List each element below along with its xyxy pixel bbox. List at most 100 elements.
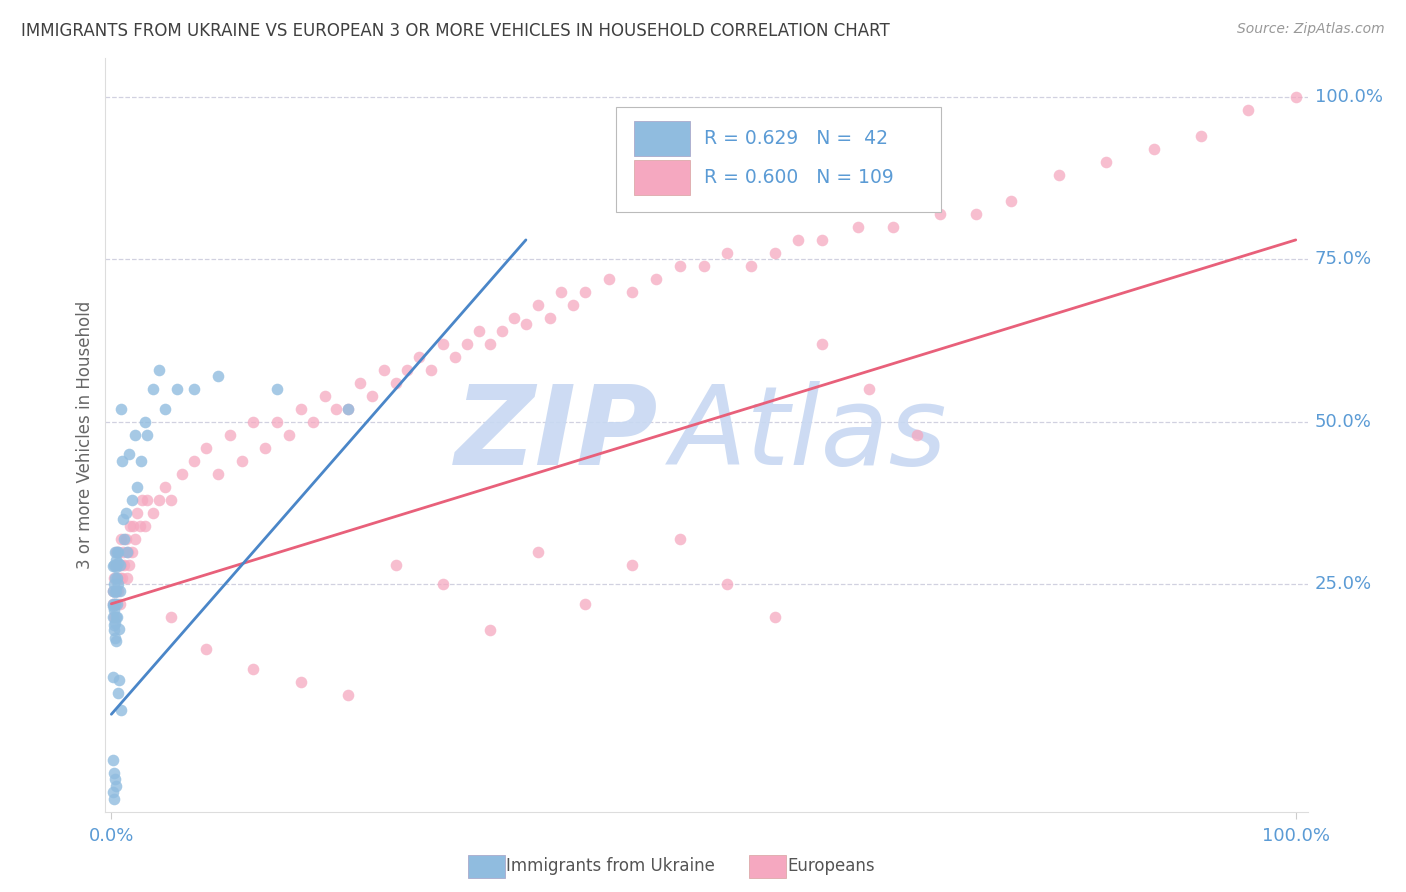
Point bbox=[104, 616, 127, 631]
Point bbox=[266, 415, 288, 429]
Point bbox=[195, 441, 218, 455]
Text: Immigrants from Ukraine: Immigrants from Ukraine bbox=[506, 857, 716, 875]
Point bbox=[112, 532, 135, 546]
Text: Europeans: Europeans bbox=[787, 857, 875, 875]
Point bbox=[103, 791, 125, 805]
Text: 50.0%: 50.0% bbox=[1315, 413, 1371, 431]
Point bbox=[105, 559, 128, 574]
Point bbox=[218, 428, 240, 442]
Point bbox=[183, 454, 205, 468]
Point bbox=[105, 571, 128, 585]
Text: 75.0%: 75.0% bbox=[1315, 251, 1372, 268]
Point bbox=[148, 363, 170, 377]
Point bbox=[117, 545, 139, 559]
Point bbox=[104, 633, 127, 648]
Text: IMMIGRANTS FROM UKRAINE VS EUROPEAN 3 OR MORE VEHICLES IN HOUSEHOLD CORRELATION : IMMIGRANTS FROM UKRAINE VS EUROPEAN 3 OR… bbox=[21, 22, 890, 40]
Point bbox=[692, 259, 714, 273]
Point bbox=[965, 207, 987, 221]
Point bbox=[104, 585, 127, 599]
Point bbox=[515, 318, 537, 332]
Point bbox=[108, 597, 131, 611]
Point bbox=[129, 454, 152, 468]
Point bbox=[110, 558, 132, 572]
Point bbox=[882, 219, 904, 234]
Point bbox=[101, 583, 124, 598]
Point bbox=[103, 577, 125, 591]
Point bbox=[538, 310, 561, 325]
Point bbox=[361, 389, 384, 403]
Point bbox=[115, 545, 138, 559]
Point bbox=[107, 577, 129, 591]
Point bbox=[314, 389, 336, 403]
Point bbox=[503, 310, 526, 325]
Point bbox=[107, 545, 129, 559]
Point bbox=[115, 571, 138, 585]
Point bbox=[108, 673, 131, 687]
Point bbox=[479, 337, 502, 351]
Point bbox=[104, 597, 127, 611]
Point bbox=[124, 532, 146, 546]
Point bbox=[148, 492, 170, 507]
Point bbox=[105, 609, 128, 624]
Point bbox=[550, 285, 572, 299]
Point bbox=[598, 272, 620, 286]
Point bbox=[107, 583, 129, 598]
Point bbox=[128, 518, 150, 533]
Point bbox=[669, 259, 692, 273]
Text: 25.0%: 25.0% bbox=[1315, 575, 1372, 593]
Point bbox=[787, 233, 810, 247]
Point bbox=[159, 609, 181, 624]
Point bbox=[172, 467, 194, 481]
Point bbox=[112, 512, 135, 526]
Point bbox=[105, 558, 128, 572]
Point bbox=[101, 670, 124, 684]
Point bbox=[121, 492, 143, 507]
Point bbox=[526, 545, 548, 559]
Point bbox=[103, 571, 125, 585]
Point bbox=[124, 428, 146, 442]
Point bbox=[114, 532, 136, 546]
Point bbox=[479, 623, 502, 637]
Point bbox=[104, 558, 127, 572]
Point bbox=[153, 401, 176, 416]
Point bbox=[846, 219, 869, 234]
Text: R = 0.629   N =  42: R = 0.629 N = 42 bbox=[704, 129, 889, 148]
Point bbox=[101, 599, 124, 613]
Point bbox=[135, 428, 157, 442]
Point bbox=[278, 428, 301, 442]
Point bbox=[101, 583, 124, 598]
Point bbox=[105, 779, 128, 793]
Point bbox=[118, 447, 141, 461]
Point bbox=[105, 571, 128, 585]
Point bbox=[716, 577, 738, 591]
Point bbox=[183, 383, 205, 397]
FancyBboxPatch shape bbox=[634, 161, 690, 195]
Point bbox=[1047, 168, 1070, 182]
Text: ZIP: ZIP bbox=[456, 382, 658, 488]
Point bbox=[103, 618, 125, 632]
Point bbox=[337, 401, 360, 416]
Point bbox=[740, 259, 762, 273]
FancyBboxPatch shape bbox=[634, 121, 690, 156]
Point bbox=[384, 376, 406, 390]
Point bbox=[107, 556, 129, 570]
Y-axis label: 3 or more Vehicles in Household: 3 or more Vehicles in Household bbox=[76, 301, 94, 569]
Point bbox=[103, 623, 125, 637]
Point bbox=[349, 376, 371, 390]
Point bbox=[101, 559, 124, 574]
Point bbox=[104, 545, 127, 559]
Point bbox=[101, 597, 124, 611]
Point bbox=[337, 401, 360, 416]
Point bbox=[432, 577, 454, 591]
Point bbox=[669, 532, 692, 546]
Point bbox=[301, 415, 323, 429]
Point bbox=[103, 609, 125, 624]
Point bbox=[134, 518, 156, 533]
Point bbox=[107, 685, 129, 699]
Point bbox=[811, 337, 834, 351]
Point bbox=[456, 337, 478, 351]
Point bbox=[373, 363, 395, 377]
Point bbox=[103, 558, 125, 572]
Point bbox=[254, 441, 277, 455]
Point bbox=[121, 518, 143, 533]
